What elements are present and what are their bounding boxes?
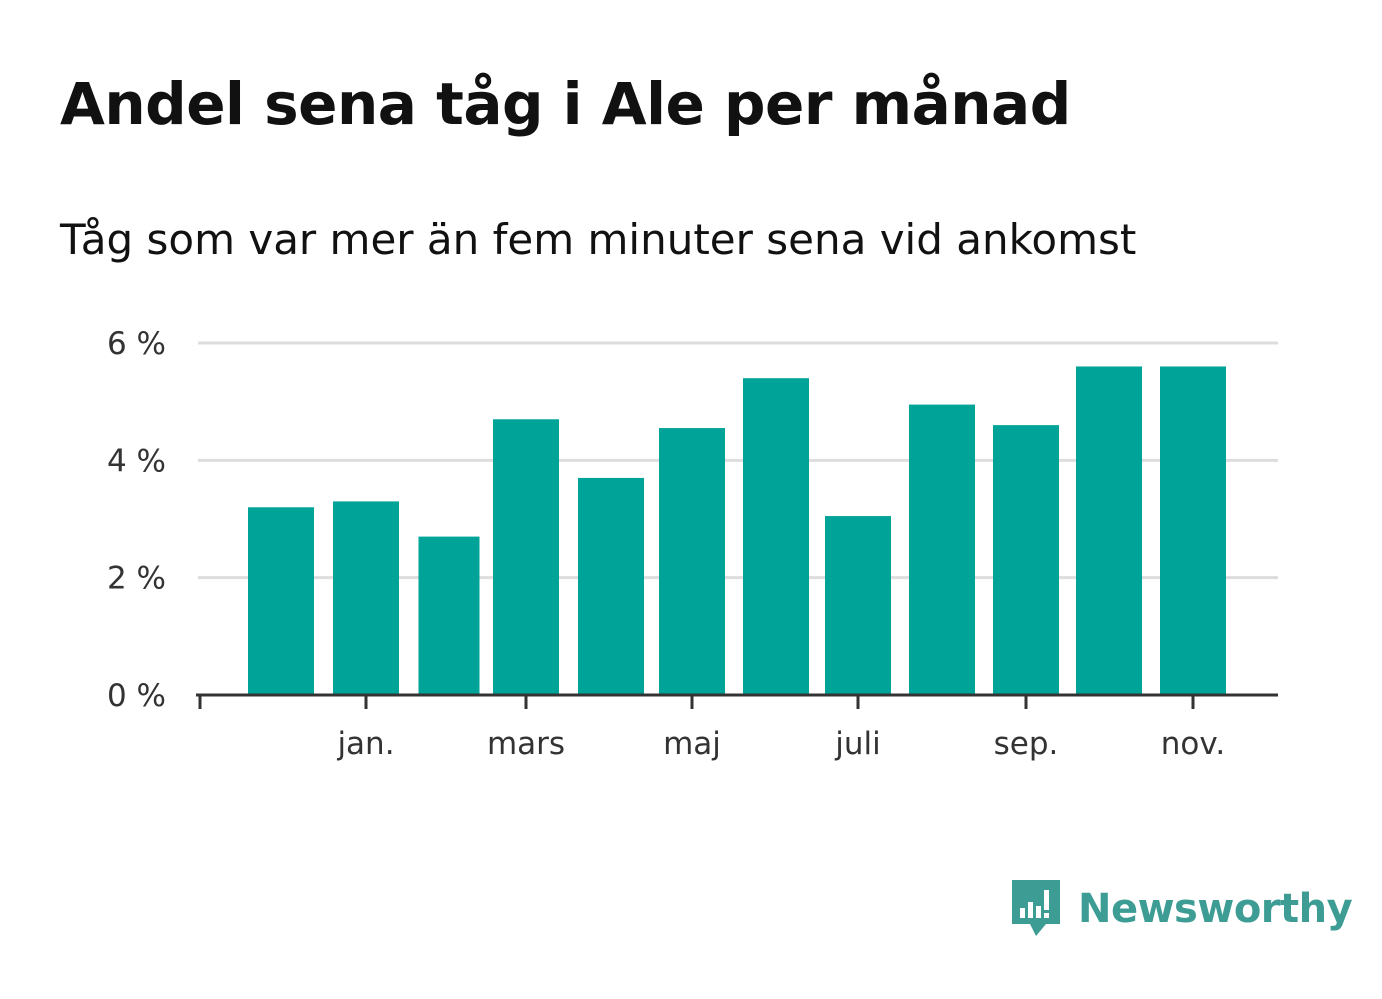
x-tick-label: nov. [1161, 726, 1225, 762]
y-axis-labels: 0 % 2 % 4 % 6 % [107, 326, 166, 714]
y-tick-label: 4 % [107, 443, 166, 479]
chart-title: Andel sena tåg i Ale per månad [60, 70, 1071, 138]
bar [248, 507, 314, 695]
bar [578, 477, 644, 695]
x-axis [196, 693, 1278, 709]
newsworthy-logo-icon [1012, 880, 1060, 936]
bar [825, 516, 891, 695]
y-tick-label: 2 % [107, 561, 166, 597]
bar [659, 428, 725, 695]
bar [493, 419, 559, 695]
x-tick-label: maj [663, 726, 721, 762]
bar [993, 425, 1059, 695]
newsworthy-logo: Newsworthy [1010, 878, 1353, 940]
x-tick-label: mars [487, 726, 565, 762]
y-tick-label: 0 % [107, 678, 166, 714]
bar [909, 404, 975, 695]
bar [1160, 366, 1226, 695]
bar [743, 378, 809, 695]
bars [248, 366, 1226, 695]
brand-name: Newsworthy [1078, 886, 1353, 932]
x-tick-label: jan. [336, 726, 394, 762]
bar [1076, 366, 1142, 695]
bar [418, 536, 480, 695]
bar [333, 501, 399, 695]
chart-subtitle: Tåg som var mer än fem minuter sena vid … [60, 215, 1137, 264]
y-tick-label: 6 % [107, 326, 166, 362]
x-tick-label: juli [834, 726, 881, 762]
x-tick-label: sep. [994, 726, 1059, 762]
x-axis-labels: jan. mars maj juli sep. nov. [336, 726, 1225, 762]
